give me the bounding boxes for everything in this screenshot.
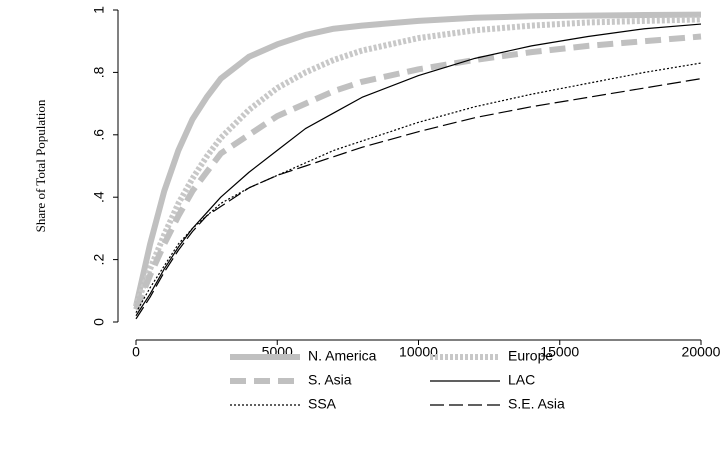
series-line <box>133 33 702 311</box>
y-tick-label: 0 <box>91 318 107 326</box>
series-line <box>135 78 702 320</box>
y-tick-label: 1 <box>91 6 107 14</box>
x-tick-label: 15000 <box>540 344 579 360</box>
y-tick-label: .2 <box>91 254 107 266</box>
series-line <box>133 16 702 308</box>
legend-label: LAC <box>508 372 535 388</box>
x-tick-label: 10000 <box>399 344 438 360</box>
series-line <box>135 23 702 317</box>
legend-label: Europe <box>508 348 553 364</box>
y-tick-label: .4 <box>91 191 107 203</box>
y-axis-label: Share of Total Population <box>33 99 48 232</box>
series-line <box>133 11 702 308</box>
legend-label: SSA <box>308 396 337 412</box>
y-tick-label: .8 <box>91 66 107 78</box>
y-tick-label: .6 <box>91 129 107 141</box>
x-tick-label: 0 <box>132 344 140 360</box>
x-tick-label: 20000 <box>682 344 721 360</box>
series-line <box>135 62 702 313</box>
legend-label: S. Asia <box>308 372 352 388</box>
legend-label: N. America <box>308 348 377 364</box>
legend-label: S.E. Asia <box>508 396 565 412</box>
